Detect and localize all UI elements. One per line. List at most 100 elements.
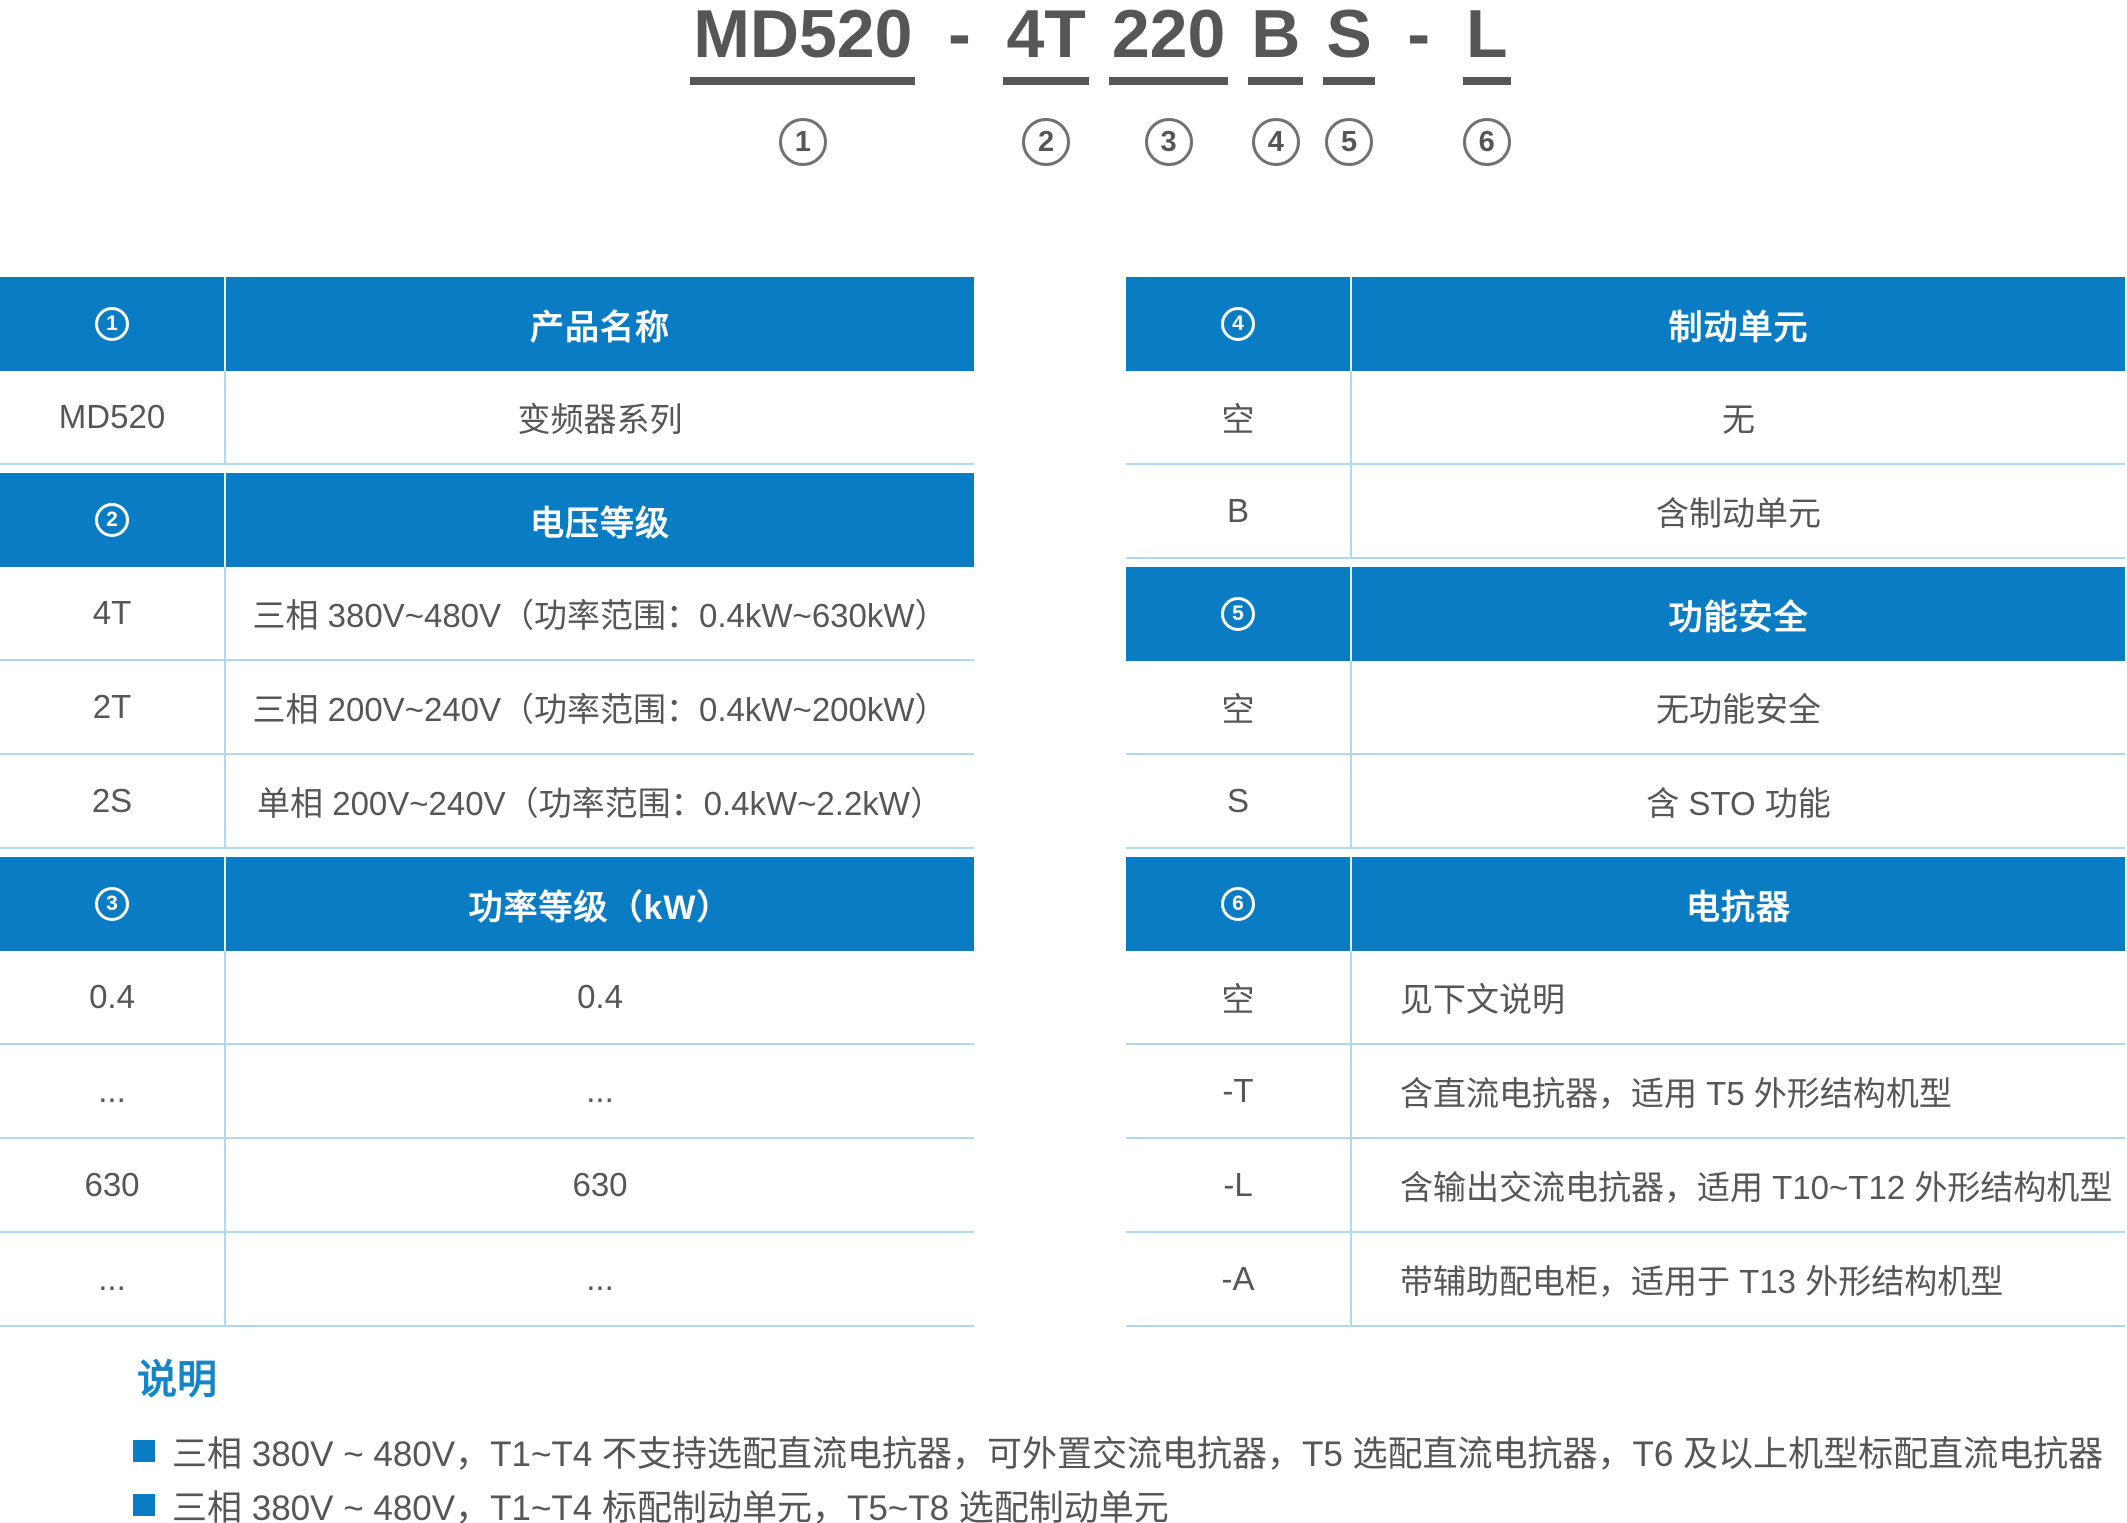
section-number-badge: 4 — [1221, 307, 1255, 341]
row-code-cell: S — [1126, 755, 1352, 847]
row-code-cell: 2S — [0, 755, 226, 847]
table-section: 1 产品名称 MD520 变频器系列 — [0, 277, 974, 465]
table-row: B 含制动单元 — [1126, 465, 2125, 559]
model-segment: 220 3 — [1108, 0, 1229, 166]
section-header-label: 功能安全 — [1668, 598, 1809, 637]
table-row: 空无 — [1126, 371, 2125, 465]
model-segment-text: 4T — [1003, 0, 1089, 85]
model-segment: 4T 2 — [1003, 0, 1089, 166]
row-code-cell: 空 — [1126, 951, 1352, 1043]
section-header: 1 产品名称 — [0, 277, 974, 371]
notes-heading: 说明 — [137, 1358, 217, 1402]
row-description-cell: 含 STO 功能 — [1646, 785, 1831, 822]
row-code-cell: B — [1126, 465, 1352, 557]
segment-number-badge: 6 — [1462, 118, 1511, 166]
row-code-cell: MD520 — [0, 371, 226, 463]
notes-list: 三相 380V ~ 480V，T1~T4 不支持选配直流电抗器，可外置交流电抗器… — [133, 1424, 2103, 1523]
segment-number-badge: 2 — [1022, 118, 1071, 166]
table-section: 2 电压等级 4T 三相 380V~480V（功率范围：0.4kW~630kW） 2T 三… — [0, 473, 974, 849]
section-header-number-cell: 3 — [0, 857, 226, 951]
row-code-cell: ... — [0, 1045, 226, 1137]
table-row: ...... — [0, 1045, 974, 1139]
row-code-cell: -L — [1126, 1139, 1352, 1231]
row-description-cell: 三相 200V~240V（功率范围：0.4kW~200kW） — [252, 691, 948, 728]
table-row: 0.4 0.4 — [0, 951, 974, 1045]
row-description-cell: 见下文说明 — [1400, 981, 1565, 1018]
note-text: 三相 380V ~ 480V，T1~T4 不支持选配直流电抗器，可外置交流电抗器… — [172, 1434, 2104, 1474]
section-number-badge: 6 — [1221, 887, 1255, 921]
table-section: 4 制动单元空无 B 含制动单元 — [1126, 277, 2125, 559]
segment-number-badge: 5 — [1325, 118, 1374, 166]
row-description-cell: 无 — [1722, 401, 1755, 438]
row-description-cell: 630 — [572, 1166, 628, 1203]
table-row: 空 无功能安全 — [1126, 661, 2125, 755]
model-code-title: MD520 1-4T 2 220 3 B 4 S 5- L 6 — [74, 0, 2127, 166]
section-header-label: 电抗器 — [1686, 888, 1791, 927]
segment-number-badge: 3 — [1144, 118, 1193, 166]
section-header-number-cell: 4 — [1126, 277, 1352, 371]
row-code-cell: 空 — [1126, 371, 1352, 463]
note-item: 三相 380V ~ 480V，T1~T4 不支持选配直流电抗器，可外置交流电抗器… — [133, 1424, 2103, 1478]
table-row: 4T 三相 380V~480V（功率范围：0.4kW~630kW） — [0, 567, 974, 661]
model-separator: - — [935, 0, 983, 158]
row-code-cell: ... — [0, 1233, 226, 1325]
row-description-cell: 含输出交流电抗器，适用 T10~T12 外形结构机型 — [1400, 1169, 2113, 1206]
table-row: S 含 STO 功能 — [1126, 755, 2125, 849]
bullet-square-icon — [133, 1440, 155, 1462]
section-header: 3 功率等级（kW） — [0, 857, 974, 951]
section-header-number-cell: 2 — [0, 473, 226, 567]
row-description-cell: 无功能安全 — [1656, 691, 1821, 728]
section-number-badge: 5 — [1221, 597, 1255, 631]
model-segment: MD520 1 — [690, 0, 916, 166]
section-header-label: 电压等级 — [530, 504, 670, 543]
note-text: 三相 380V ~ 480V，T1~T4 标配制动单元，T5~T8 选配制动单元 — [172, 1488, 1169, 1523]
table-row: 2S 单相 200V~240V（功率范围：0.4kW~2.2kW） — [0, 755, 974, 849]
section-header: 4 制动单元 — [1126, 277, 2125, 371]
model-separator: - — [1395, 0, 1443, 158]
section-header-label: 功率等级（kW） — [468, 888, 732, 927]
table-row: ...... — [0, 1233, 974, 1327]
row-code-cell: 空 — [1126, 661, 1352, 753]
section-header-number-cell: 5 — [1126, 567, 1352, 661]
model-segment-text: B — [1248, 0, 1304, 85]
section-header: 5 功能安全 — [1126, 567, 2125, 661]
row-code-cell: -A — [1126, 1233, 1352, 1325]
section-header-number-cell: 6 — [1126, 857, 1352, 951]
model-segment-text: - — [1407, 0, 1431, 72]
section-number-badge: 2 — [95, 503, 129, 537]
section-number-badge: 3 — [95, 887, 129, 921]
note-item: 三相 380V ~ 480V，T1~T4 标配制动单元，T5~T8 选配制动单元 — [133, 1478, 2097, 1523]
row-description-cell: 0.4 — [577, 978, 623, 1015]
row-code-cell: 630 — [0, 1139, 226, 1231]
section-header-label: 产品名称 — [530, 308, 670, 347]
table-row: 2T 三相 200V~240V（功率范围：0.4kW~200kW） — [0, 661, 974, 755]
bullet-square-icon — [133, 1494, 155, 1516]
model-segment-text: MD520 — [690, 0, 916, 85]
row-description-cell: ... — [586, 1260, 614, 1297]
model-segment-text: - — [948, 0, 971, 72]
model-segment-text: 220 — [1108, 0, 1229, 85]
table-row: 630 630 — [0, 1139, 974, 1233]
table-section: 5 功能安全空 无功能安全 S 含 STO 功能 — [1126, 567, 2125, 849]
section-header-label: 制动单元 — [1668, 308, 1809, 347]
table-row: -L 含输出交流电抗器，适用 T10~T12 外形结构机型 — [1126, 1139, 2125, 1233]
row-code-cell: 4T — [0, 567, 226, 659]
row-code-cell: 2T — [0, 661, 226, 753]
table-row: MD520 变频器系列 — [0, 371, 974, 465]
row-description-cell: 带辅助配电柜，适用于 T13 外形结构机型 — [1400, 1263, 2004, 1300]
section-header: 6 电抗器 — [1126, 857, 2125, 951]
section-number-badge: 1 — [95, 307, 129, 341]
table-row: 空 见下文说明 — [1126, 951, 2125, 1045]
segment-number-badge: 1 — [778, 118, 827, 166]
segment-number-badge: 4 — [1251, 118, 1300, 166]
right-decode-table: 4 制动单元空无 B 含制动单元 5 功能安全空无功能安全 S 含 STO 功能 6 电抗器空见下… — [1126, 277, 2125, 1335]
table-section: 6 电抗器空 见下文说明 -T 含直流电抗器，适用 T5 外形结构机型 -L 含输出交流电抗… — [1126, 857, 2125, 1327]
row-description-cell: 变频器系列 — [517, 401, 683, 438]
row-description-cell: 含制动单元 — [1656, 495, 1821, 532]
left-decode-table: 1 产品名称 MD520 变频器系列 2 电压等级 4T 三相 380V~480V（功率范围：… — [0, 277, 974, 1335]
row-description-cell: 三相 380V~480V（功率范围：0.4kW~630kW） — [252, 597, 948, 634]
table-row: -T 含直流电抗器，适用 T5 外形结构机型 — [1126, 1045, 2125, 1139]
